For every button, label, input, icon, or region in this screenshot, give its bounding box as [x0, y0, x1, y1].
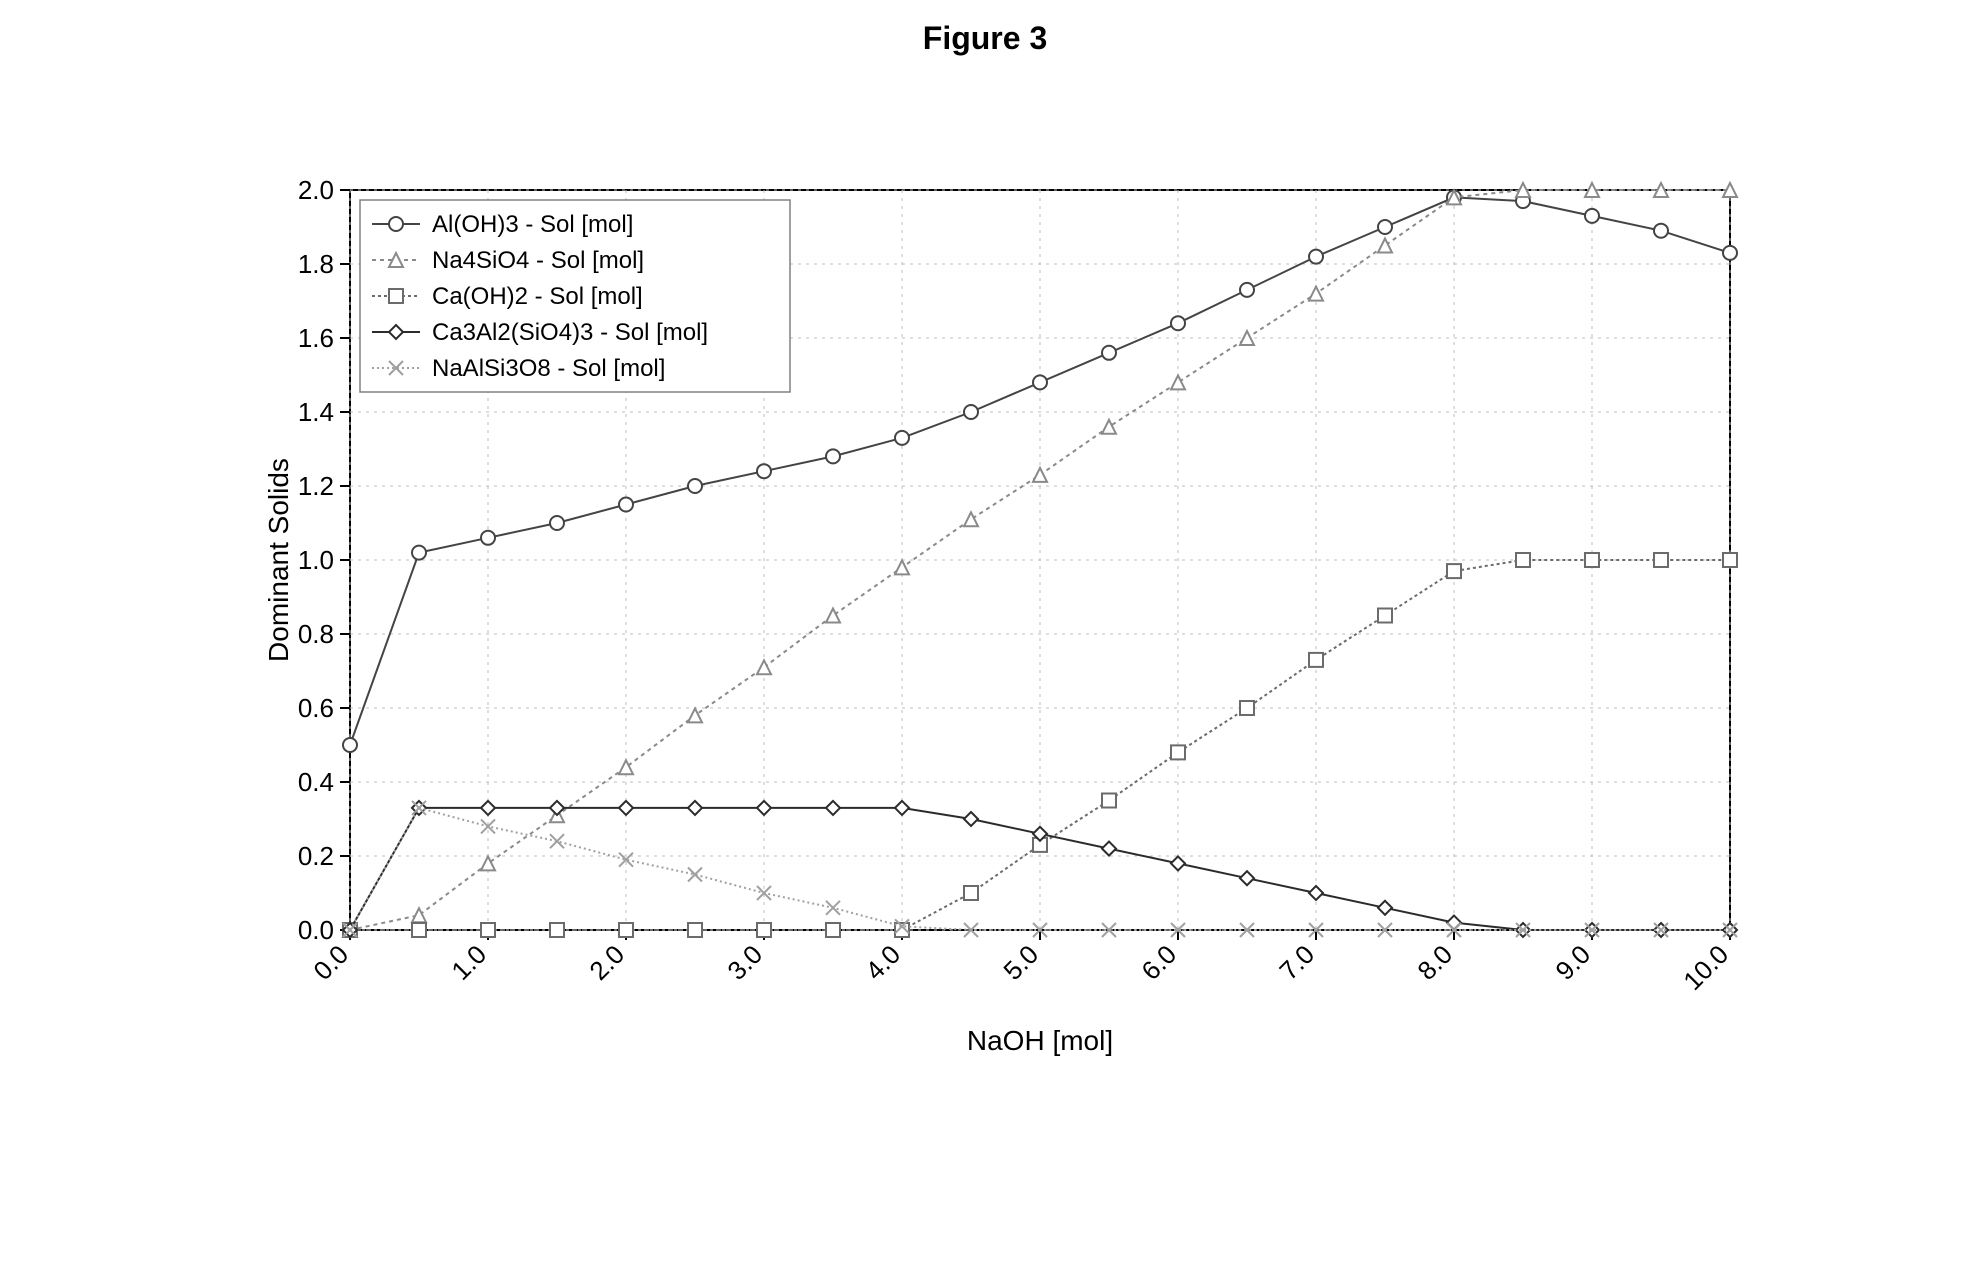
y-tick-label: 0.6	[298, 693, 334, 723]
y-tick-label: 0.4	[298, 767, 334, 797]
legend-item-label: Ca(OH)2 - Sol [mol]	[432, 283, 643, 310]
legend-item-label: Ca3Al2(SiO4)3 - Sol [mol]	[432, 319, 708, 346]
y-tick-label: 1.0	[298, 545, 334, 575]
legend-item-label: NaAlSi3O8 - Sol [mol]	[432, 355, 665, 382]
y-tick-label: 1.6	[298, 323, 334, 353]
figure-title: Figure 3	[0, 20, 1970, 57]
y-tick-label: 1.2	[298, 471, 334, 501]
chart-svg: 0.01.02.03.04.05.06.07.08.09.010.00.00.2…	[260, 170, 1760, 1070]
y-tick-label: 0.2	[298, 841, 334, 871]
y-tick-label: 1.8	[298, 249, 334, 279]
dominant-solids-chart: 0.01.02.03.04.05.06.07.08.09.010.00.00.2…	[260, 170, 1760, 1070]
legend: Al(OH)3 - Sol [mol] Na4SiO4 - Sol [mol] Ca…	[360, 200, 790, 392]
x-axis-label: NaOH [mol]	[967, 1025, 1113, 1056]
y-axis-label: Dominant Solids	[263, 458, 294, 662]
y-tick-label: 2.0	[298, 175, 334, 205]
y-tick-label: 1.4	[298, 397, 334, 427]
y-tick-label: 0.8	[298, 619, 334, 649]
legend-item-label: Al(OH)3 - Sol [mol]	[432, 211, 633, 238]
legend-item-label: Na4SiO4 - Sol [mol]	[432, 247, 644, 274]
y-tick-label: 0.0	[298, 915, 334, 945]
